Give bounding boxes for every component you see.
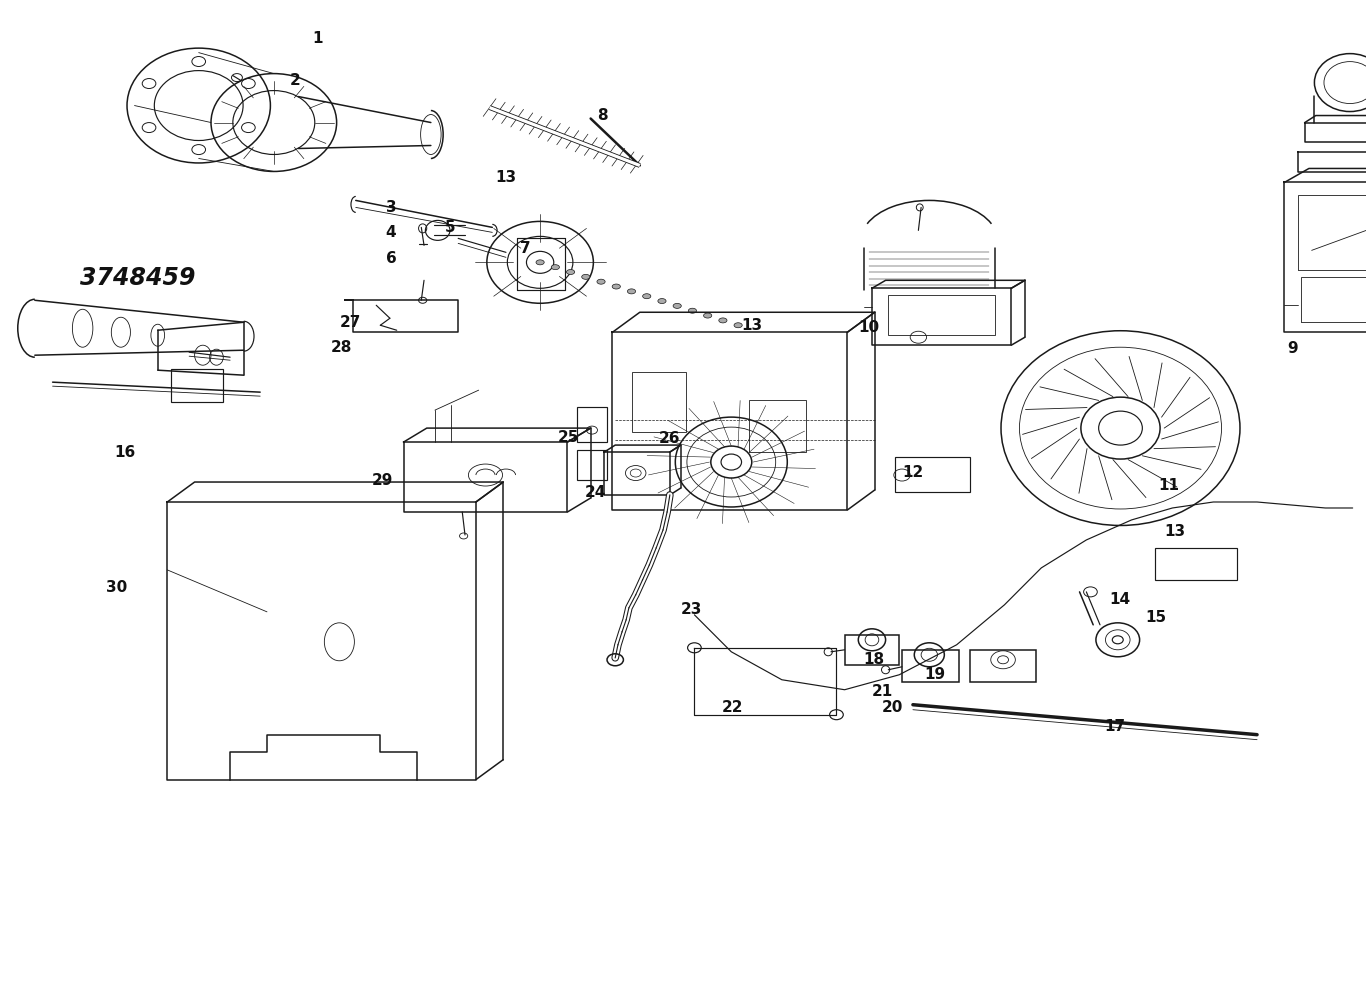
Text: 30: 30 (105, 580, 127, 595)
Text: 13: 13 (1165, 524, 1185, 539)
Text: 17: 17 (1105, 719, 1125, 734)
Ellipse shape (566, 270, 574, 275)
Text: 16: 16 (113, 445, 135, 460)
Text: 27: 27 (339, 315, 361, 330)
Text: 7: 7 (519, 241, 530, 256)
Bar (1301, 277, 1367, 322)
Ellipse shape (582, 274, 591, 279)
Bar (1299, 195, 1367, 270)
Text: 2: 2 (290, 73, 301, 88)
Ellipse shape (734, 323, 742, 328)
Ellipse shape (658, 299, 666, 304)
Bar (577, 450, 607, 480)
Text: 12: 12 (902, 465, 923, 480)
Text: 25: 25 (558, 430, 580, 445)
Text: 19: 19 (924, 667, 945, 682)
Ellipse shape (627, 289, 636, 294)
Ellipse shape (673, 303, 681, 308)
Ellipse shape (551, 265, 559, 270)
Text: 26: 26 (659, 431, 681, 446)
Ellipse shape (719, 318, 727, 323)
Ellipse shape (536, 260, 544, 265)
Text: 3: 3 (385, 200, 396, 215)
Bar (845, 635, 899, 665)
Text: 13: 13 (495, 170, 517, 185)
Text: 8: 8 (597, 108, 608, 123)
Ellipse shape (704, 313, 712, 318)
Text: 6: 6 (385, 251, 396, 266)
Ellipse shape (597, 279, 606, 284)
Text: 23: 23 (681, 602, 703, 617)
Bar (889, 295, 995, 335)
Ellipse shape (689, 308, 697, 313)
Bar (1155, 548, 1237, 580)
Bar (971, 650, 1036, 682)
Text: 10: 10 (858, 320, 879, 335)
Text: 28: 28 (331, 340, 353, 355)
Text: 5: 5 (444, 220, 455, 235)
Bar (902, 650, 960, 682)
Text: 11: 11 (1159, 478, 1180, 493)
Ellipse shape (612, 284, 621, 289)
Text: 21: 21 (872, 684, 893, 699)
Text: 14: 14 (1110, 592, 1131, 607)
Text: 4: 4 (385, 225, 396, 240)
Text: 24: 24 (585, 485, 607, 500)
Bar (749, 400, 807, 452)
Ellipse shape (642, 294, 651, 299)
Text: 1: 1 (312, 31, 323, 46)
Bar (895, 457, 971, 492)
Text: 15: 15 (1146, 610, 1166, 625)
Text: 20: 20 (882, 700, 902, 715)
Text: 22: 22 (722, 700, 744, 715)
Bar (632, 372, 686, 432)
Text: 29: 29 (372, 473, 394, 488)
Text: 13: 13 (741, 318, 761, 333)
Text: 3748459: 3748459 (79, 266, 195, 290)
Text: 9: 9 (1288, 341, 1297, 356)
Bar (577, 407, 607, 442)
Text: 18: 18 (864, 652, 884, 667)
Bar (171, 369, 223, 402)
